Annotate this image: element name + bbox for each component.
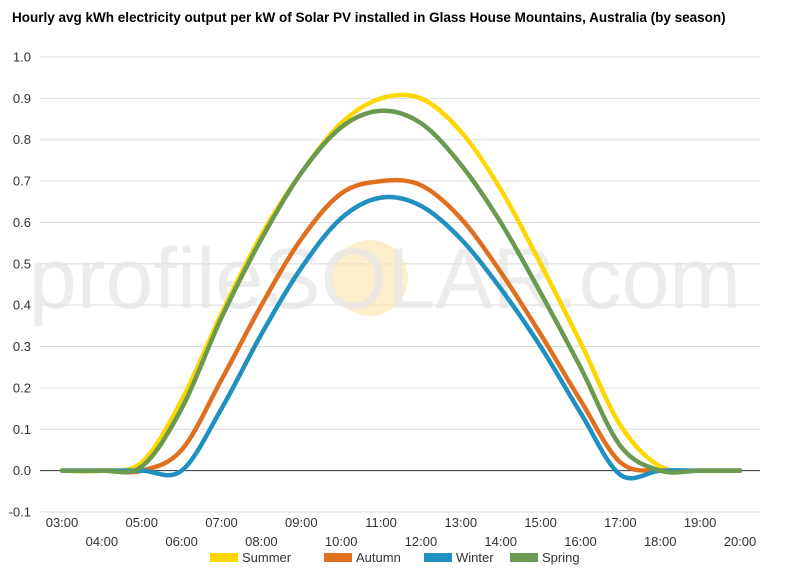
y-tick-label: 1.0 — [13, 50, 31, 65]
x-tick-label: 19:00 — [684, 515, 717, 530]
y-tick-label: -0.1 — [9, 505, 31, 520]
x-tick-label: 04:00 — [86, 534, 119, 549]
watermark-sun-icon — [332, 240, 408, 316]
y-tick-label: 0.4 — [13, 298, 31, 313]
x-tick-label: 11:00 — [365, 515, 397, 530]
legend-label-autumn: Autumn — [356, 550, 401, 565]
series-line-winter — [59, 194, 743, 481]
y-tick-label: 0.0 — [13, 463, 31, 478]
legend-label-spring: Spring — [542, 550, 580, 565]
series-lines — [59, 92, 743, 481]
legend-swatch-autumn — [324, 553, 352, 562]
series-line-summer — [59, 92, 743, 474]
x-tick-label: 08:00 — [245, 534, 278, 549]
x-tick-label: 03:00 — [46, 515, 79, 530]
y-tick-label: 0.7 — [13, 174, 31, 189]
x-tick-label: 06:00 — [165, 534, 198, 549]
x-tick-label: 13:00 — [445, 515, 478, 530]
x-tick-label: 09:00 — [285, 515, 318, 530]
legend: Summer Autumn Winter Spring — [210, 550, 580, 565]
legend-swatch-spring — [510, 553, 538, 562]
x-tick-label: 10:00 — [325, 534, 358, 549]
watermark-text: profileSOLAR.com — [29, 231, 741, 327]
y-tick-label: 0.1 — [13, 422, 31, 437]
y-tick-label: 0.6 — [13, 215, 31, 230]
x-tick-label: 05:00 — [125, 515, 158, 530]
x-tick-label: 18:00 — [644, 534, 677, 549]
legend-swatch-summer — [210, 553, 238, 562]
x-tick-label: 12:00 — [405, 534, 438, 549]
series-line-spring — [59, 108, 743, 475]
y-axis-ticks: -0.1 0.0 0.1 0.2 0.3 0.4 0.5 0.6 0.7 0.8 0.9 1.0 — [9, 50, 31, 520]
x-tick-label: 17:00 — [604, 515, 637, 530]
y-tick-label: 0.5 — [13, 256, 31, 271]
x-axis-ticks: 03:00 04:00 05:00 06:00 07:00 08:00 09:00 10:00… — [46, 515, 757, 549]
x-tick-label: 14:00 — [484, 534, 517, 549]
y-tick-label: 0.9 — [13, 91, 31, 106]
watermark: profileSOLAR.com — [29, 231, 741, 327]
y-tick-label: 0.3 — [13, 339, 31, 354]
x-tick-label: 16:00 — [564, 534, 597, 549]
legend-swatch-winter — [424, 553, 452, 562]
x-tick-label: 15:00 — [524, 515, 557, 530]
legend-label-winter: Winter — [456, 550, 494, 565]
x-tick-label: 07:00 — [205, 515, 238, 530]
series-line-autumn — [59, 177, 743, 475]
y-tick-label: 0.2 — [13, 380, 31, 395]
y-tick-label: 0.8 — [13, 132, 31, 147]
x-tick-label: 20:00 — [724, 534, 757, 549]
chart-title: Hourly avg kWh electricity output per kW… — [12, 10, 726, 25]
legend-label-summer: Summer — [242, 550, 292, 565]
